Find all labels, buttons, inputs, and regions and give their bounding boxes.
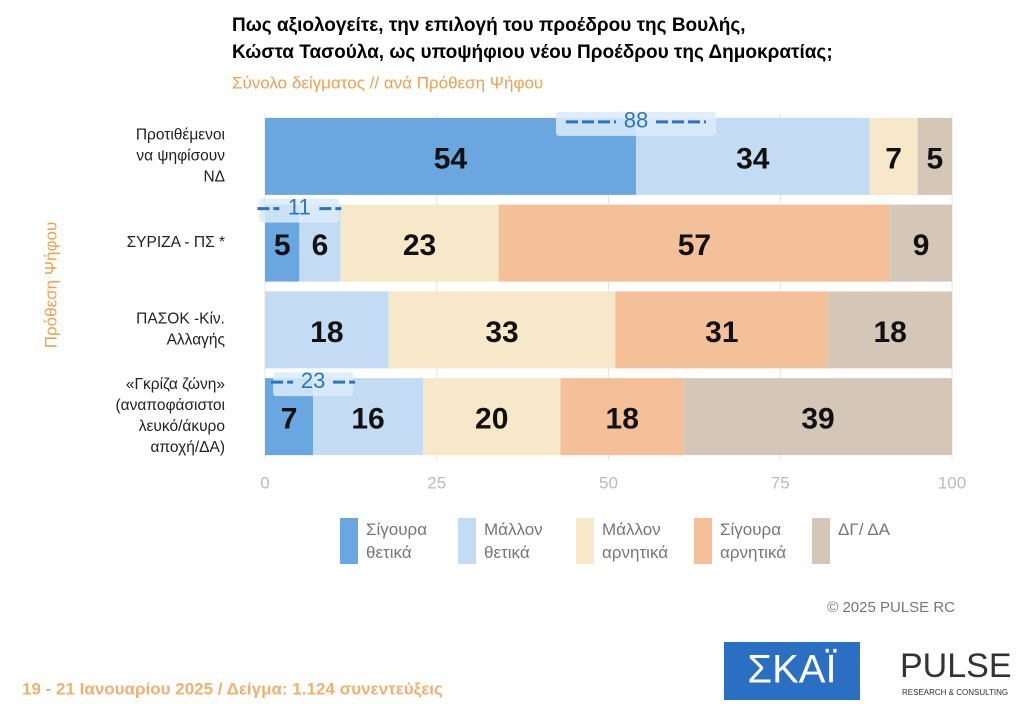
chart-title: Πως αξιολογείτε, την επιλογή του προέδρο… bbox=[232, 15, 746, 36]
category-label: Αλλαγής bbox=[167, 331, 225, 348]
value-label: 7 bbox=[885, 142, 902, 175]
category-label: «Γκρίζα ζώνη» bbox=[126, 376, 225, 393]
legend-item: ΔΓ/ ΔΑ bbox=[812, 518, 918, 564]
value-label: 16 bbox=[351, 403, 384, 436]
legend-item: Σίγουρα θετικά bbox=[340, 518, 446, 564]
value-label: 5 bbox=[926, 142, 943, 175]
category-label: αποχή/ΔΑ) bbox=[150, 439, 225, 456]
legend-swatch bbox=[458, 518, 476, 564]
bar-segment bbox=[340, 204, 499, 282]
value-label: 54 bbox=[434, 142, 468, 175]
total-label: 23 bbox=[301, 368, 325, 393]
bar-segment bbox=[388, 291, 616, 369]
category-label: (αναποφάσιστοι bbox=[116, 397, 225, 414]
legend-item: Σίγουρα αρνητικά bbox=[694, 518, 800, 564]
value-label: 23 bbox=[403, 229, 436, 262]
category-label: ΝΔ bbox=[203, 168, 225, 185]
bar-segment bbox=[684, 378, 952, 456]
x-tick-label: 75 bbox=[771, 473, 790, 492]
legend-swatch bbox=[694, 518, 712, 564]
bar-segment bbox=[890, 204, 952, 282]
x-tick-label: 0 bbox=[260, 473, 269, 492]
bar-segment bbox=[423, 378, 561, 456]
total-box bbox=[555, 111, 716, 136]
category-label: να ψηφίσουν bbox=[136, 147, 225, 164]
legend-item: Μάλλον θετικά bbox=[458, 518, 564, 564]
category-label: λευκό/άκυρο bbox=[139, 418, 225, 435]
legend-item: Μάλλον αρνητικά bbox=[576, 518, 682, 564]
total-label: 88 bbox=[624, 108, 648, 133]
value-label: 6 bbox=[312, 229, 329, 262]
pulse-tagline: RESEARCH & CONSULTING bbox=[902, 688, 1008, 697]
legend-swatch bbox=[340, 518, 358, 564]
value-label: 18 bbox=[873, 316, 906, 349]
value-label: 34 bbox=[736, 142, 770, 175]
value-label: 31 bbox=[705, 316, 738, 349]
value-label: 5 bbox=[274, 229, 291, 262]
skai-logo-text: ΣΚΑΪ bbox=[747, 648, 837, 692]
chart-subtitle: Σύνολο δείγματος // ανά Πρόθεση Ψήφου bbox=[232, 73, 543, 92]
value-label: 7 bbox=[281, 403, 298, 436]
copyright: © 2025 PULSE RC bbox=[827, 599, 955, 616]
legend-label: Μάλλον θετικά bbox=[484, 520, 543, 562]
bar-segment bbox=[498, 204, 891, 282]
value-label: 18 bbox=[606, 403, 639, 436]
category-label: ΣΥΡΙΖΑ - ΠΣ * bbox=[127, 234, 225, 251]
footer: 19 - 21 Ιανουαρίου 2025 / Δείγμα: 1.124 … bbox=[22, 679, 443, 698]
total-box bbox=[273, 372, 354, 397]
legend-label: Σίγουρα αρνητικά bbox=[720, 520, 787, 562]
value-label: 39 bbox=[801, 403, 834, 436]
legend-swatch bbox=[576, 518, 594, 564]
category-label: Προτιθέμενοι bbox=[136, 126, 225, 143]
legend-swatch bbox=[812, 518, 830, 564]
x-tick-label: 50 bbox=[599, 473, 618, 492]
chart-title: Κώστα Τασούλα, ως υποψήφιου νέου Προέδρο… bbox=[232, 42, 833, 63]
total-label: 11 bbox=[288, 194, 311, 219]
category-label: ΠΑΣΟΚ -Κίν. bbox=[136, 310, 225, 327]
bar-segment bbox=[828, 291, 952, 369]
value-label: 9 bbox=[913, 229, 930, 262]
value-label: 20 bbox=[475, 403, 508, 436]
total-box bbox=[259, 198, 340, 223]
y-axis-label: Πρόθεση Ψήφου bbox=[41, 222, 60, 349]
pulse-logo: PULSE bbox=[900, 647, 1012, 685]
bar-segment bbox=[615, 291, 829, 369]
legend-label: Μάλλον αρνητικά bbox=[602, 520, 669, 562]
legend-label: ΔΓ/ ΔΑ bbox=[838, 520, 890, 539]
skai-logo bbox=[724, 642, 860, 700]
x-tick-label: 100 bbox=[938, 473, 966, 492]
value-label: 57 bbox=[678, 229, 711, 262]
legend-label: Σίγουρα θετικά bbox=[366, 520, 428, 562]
x-tick-label: 25 bbox=[427, 473, 446, 492]
value-label: 33 bbox=[485, 316, 518, 349]
bar-segment bbox=[265, 291, 389, 369]
bar-segment bbox=[917, 117, 952, 195]
value-label: 18 bbox=[310, 316, 343, 349]
bar-segment bbox=[560, 378, 685, 456]
bar-segment bbox=[869, 117, 918, 195]
